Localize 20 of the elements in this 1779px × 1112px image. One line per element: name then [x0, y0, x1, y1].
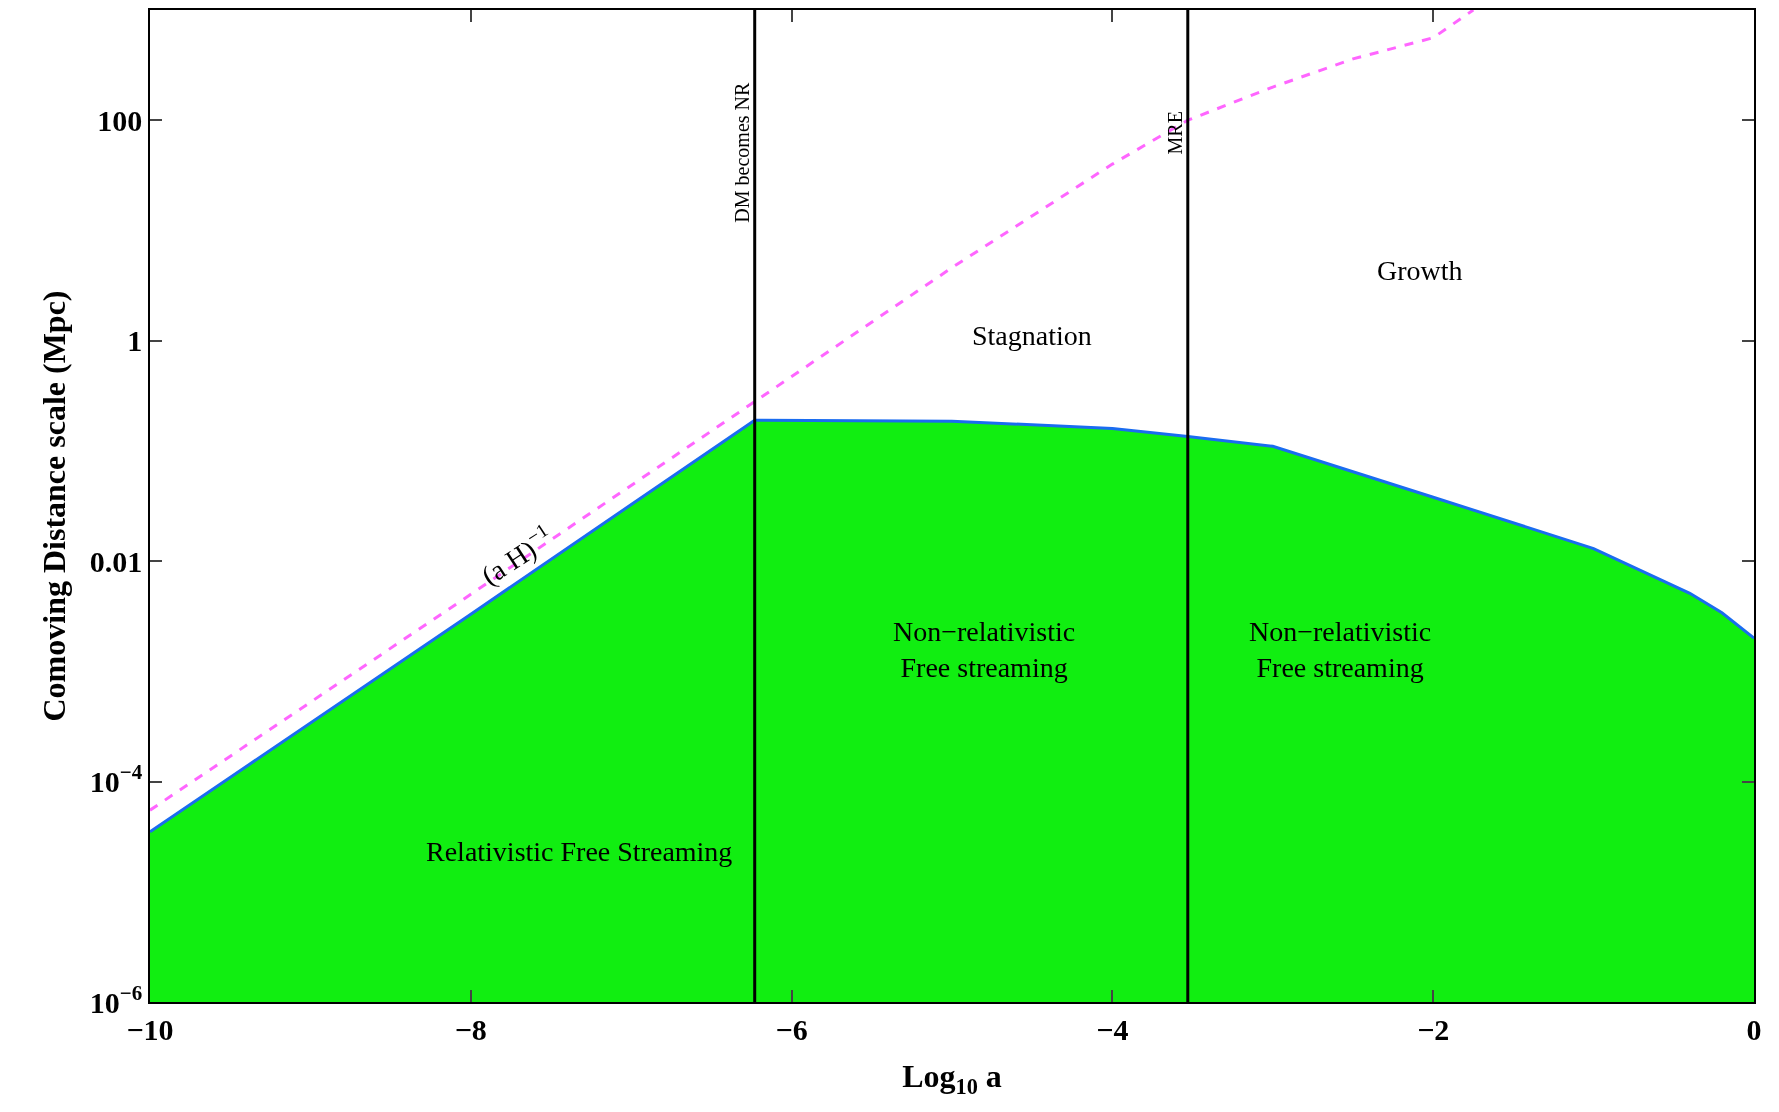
x-axis-title: Log$_{10}$ a — [902, 1058, 1002, 1099]
annotation: Stagnation — [972, 320, 1092, 351]
x-tick-label: −8 — [454, 1012, 487, 1046]
annotation: Non−relativistic Free streaming — [1249, 616, 1432, 684]
x-tick-label: 0 — [1746, 1012, 1762, 1046]
y-tick-label: 1 — [127, 324, 143, 358]
y-tick-label: 0.01 — [89, 544, 143, 578]
x-tick-label: −4 — [1096, 1012, 1129, 1046]
y-tick-label: 100 — [97, 103, 143, 137]
annotation: Non−relativistic Free streaming — [893, 616, 1076, 684]
annotation: Relativistic Free Streaming — [426, 836, 733, 867]
ref-line-label: DM becomes NR — [730, 82, 753, 223]
line-series — [150, 418, 1754, 834]
x-tick-label: −6 — [775, 1012, 808, 1046]
x-tick-label: −2 — [1417, 1012, 1450, 1046]
annotation: Growth — [1377, 255, 1463, 286]
y-tick-label: 10$^{−4}$ — [89, 760, 143, 799]
y-axis-title: Comoving Distance scale (Mpc) — [35, 290, 72, 722]
line-series — [150, 10, 1475, 812]
ref-line-label: MRE — [1164, 111, 1187, 155]
